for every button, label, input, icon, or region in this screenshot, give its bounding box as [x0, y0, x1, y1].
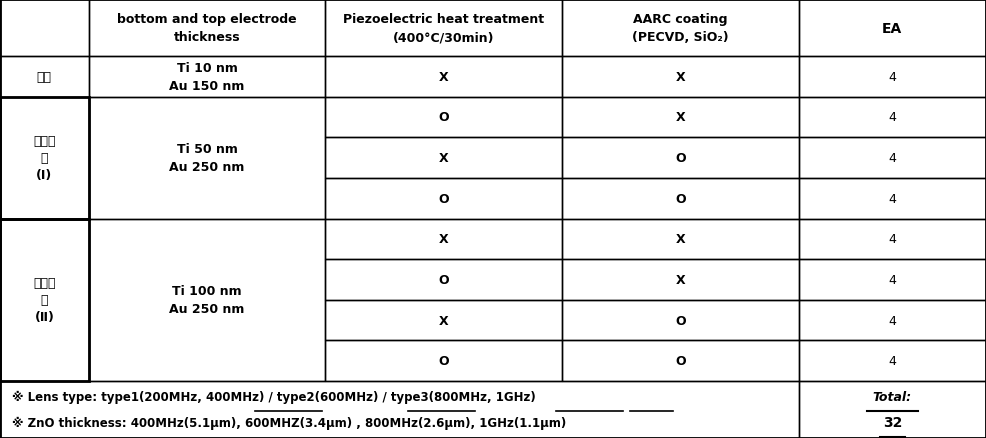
Bar	[562, 341, 799, 381]
Text: Total:: Total:	[873, 391, 912, 403]
Text: ※ Lens type: type1(200MHz, 400MHz) / type2(600MHz) / type3(800MHz, 1GHz): ※ Lens type: type1(200MHz, 400MHz) / typ…	[12, 390, 535, 403]
Text: X: X	[675, 111, 685, 124]
Bar	[0, 219, 89, 381]
Bar	[562, 219, 799, 259]
Text: 4: 4	[888, 273, 896, 286]
Text: O: O	[675, 314, 685, 327]
Bar	[562, 57, 799, 98]
Bar	[89, 0, 325, 57]
Bar	[0, 57, 89, 98]
Text: 4: 4	[888, 233, 896, 246]
Text: 기존: 기존	[36, 71, 52, 84]
Bar	[0, 381, 799, 438]
Bar	[799, 57, 986, 98]
Bar	[562, 179, 799, 219]
Bar	[89, 57, 325, 98]
Bar	[799, 381, 986, 438]
Text: Ti 50 nm
Au 250 nm: Ti 50 nm Au 250 nm	[170, 143, 245, 174]
Text: Ti 10 nm
Au 150 nm: Ti 10 nm Au 150 nm	[170, 62, 245, 93]
Text: O: O	[439, 111, 449, 124]
Text: AARC coating
(PECVD, SiO₂): AARC coating (PECVD, SiO₂)	[632, 13, 729, 44]
Text: 4: 4	[888, 314, 896, 327]
Text: 4: 4	[888, 111, 896, 124]
Text: X: X	[675, 233, 685, 246]
Bar	[562, 98, 799, 138]
Text: EA: EA	[882, 21, 902, 35]
Bar	[799, 259, 986, 300]
Text: O: O	[675, 354, 685, 367]
Bar	[325, 57, 562, 98]
Text: O: O	[439, 273, 449, 286]
Bar	[799, 219, 986, 259]
Text: X: X	[439, 71, 449, 84]
Text: X: X	[439, 152, 449, 165]
Bar	[799, 300, 986, 341]
Bar	[325, 179, 562, 219]
Bar	[562, 259, 799, 300]
Bar	[562, 138, 799, 179]
Bar	[562, 300, 799, 341]
Text: O: O	[439, 354, 449, 367]
Text: O: O	[439, 192, 449, 205]
Text: 4: 4	[888, 152, 896, 165]
Text: Piezoelectric heat treatment
(400°C/30min): Piezoelectric heat treatment (400°C/30mi…	[343, 13, 544, 44]
Text: bottom and top electrode
thickness: bottom and top electrode thickness	[117, 13, 297, 44]
Text: O: O	[675, 192, 685, 205]
Text: X: X	[675, 273, 685, 286]
Bar	[325, 259, 562, 300]
Text: 4: 4	[888, 354, 896, 367]
Text: X: X	[675, 71, 685, 84]
Text: 4: 4	[888, 192, 896, 205]
Bar	[89, 98, 325, 219]
Text: O: O	[675, 152, 685, 165]
Text: 개선방
안
(Ⅱ): 개선방 안 (Ⅱ)	[34, 276, 55, 324]
Text: Ti 100 nm
Au 250 nm: Ti 100 nm Au 250 nm	[170, 285, 245, 315]
Bar	[325, 98, 562, 138]
Bar	[799, 179, 986, 219]
Bar	[89, 219, 325, 381]
Bar	[0, 98, 89, 219]
Bar	[799, 341, 986, 381]
Text: X: X	[439, 233, 449, 246]
Text: 32: 32	[882, 415, 902, 429]
Text: 4: 4	[888, 71, 896, 84]
Text: 개선방
안
(Ⅰ): 개선방 안 (Ⅰ)	[34, 135, 55, 182]
Bar	[562, 0, 799, 57]
Bar	[325, 219, 562, 259]
Bar	[325, 341, 562, 381]
Bar	[799, 138, 986, 179]
Bar	[0, 0, 89, 57]
Bar	[325, 138, 562, 179]
Text: X: X	[439, 314, 449, 327]
Bar	[799, 98, 986, 138]
Bar	[799, 0, 986, 57]
Bar	[325, 300, 562, 341]
Bar	[325, 0, 562, 57]
Text: ※ ZnO thickness: 400MHz(5.1μm), 600MHZ(3.4μm) , 800MHz(2.6μm), 1GHz(1.1μm): ※ ZnO thickness: 400MHz(5.1μm), 600MHZ(3…	[12, 416, 566, 429]
